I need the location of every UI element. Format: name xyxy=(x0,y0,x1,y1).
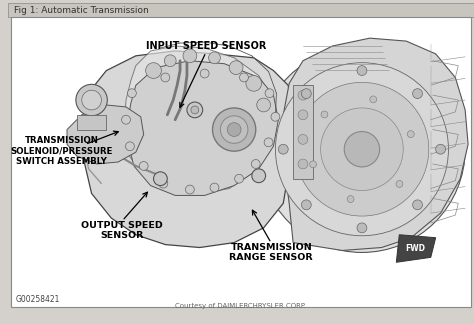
Text: TRANSMISSION
RANGE SENSOR: TRANSMISSION RANGE SENSOR xyxy=(229,243,313,262)
Polygon shape xyxy=(77,115,106,130)
Circle shape xyxy=(82,90,101,110)
Circle shape xyxy=(271,112,280,121)
Circle shape xyxy=(257,98,271,112)
Circle shape xyxy=(251,159,260,168)
Circle shape xyxy=(220,116,248,143)
Circle shape xyxy=(227,123,241,136)
Polygon shape xyxy=(67,105,144,164)
Circle shape xyxy=(370,96,377,103)
Circle shape xyxy=(187,102,203,118)
Circle shape xyxy=(210,183,219,192)
Circle shape xyxy=(183,49,197,63)
Circle shape xyxy=(126,142,134,151)
Circle shape xyxy=(396,180,403,187)
Circle shape xyxy=(76,84,107,116)
Polygon shape xyxy=(396,235,436,262)
Circle shape xyxy=(436,144,446,154)
Circle shape xyxy=(301,200,311,210)
Circle shape xyxy=(310,161,317,168)
Circle shape xyxy=(298,159,308,169)
Circle shape xyxy=(246,75,262,91)
Circle shape xyxy=(159,179,168,188)
Circle shape xyxy=(252,169,265,183)
Text: INPUT SPEED SENSOR: INPUT SPEED SENSOR xyxy=(146,41,266,51)
Circle shape xyxy=(259,46,465,252)
Text: Fig 1: Automatic Transmission: Fig 1: Automatic Transmission xyxy=(14,6,149,15)
Circle shape xyxy=(121,115,130,124)
Polygon shape xyxy=(128,61,278,195)
Circle shape xyxy=(212,108,256,151)
Circle shape xyxy=(164,55,176,67)
Circle shape xyxy=(407,131,414,138)
Circle shape xyxy=(298,134,308,144)
Circle shape xyxy=(321,111,328,118)
Circle shape xyxy=(320,108,403,191)
Circle shape xyxy=(344,132,380,167)
Circle shape xyxy=(209,52,220,64)
Circle shape xyxy=(200,69,209,78)
Polygon shape xyxy=(124,46,273,193)
Bar xyxy=(8,3,474,17)
Circle shape xyxy=(275,63,448,236)
Circle shape xyxy=(301,89,311,98)
Circle shape xyxy=(357,66,367,75)
Polygon shape xyxy=(82,51,293,248)
Text: TRANSMISSION
SOLENOID/PRESSURE
SWITCH ASSEMBLY: TRANSMISSION SOLENOID/PRESSURE SWITCH AS… xyxy=(10,136,113,166)
Text: G00258421: G00258421 xyxy=(16,295,60,304)
Circle shape xyxy=(264,138,273,147)
Circle shape xyxy=(229,61,243,75)
Circle shape xyxy=(413,89,422,98)
Circle shape xyxy=(139,161,148,170)
Circle shape xyxy=(239,73,248,82)
Circle shape xyxy=(278,144,288,154)
Circle shape xyxy=(154,172,167,186)
Circle shape xyxy=(161,73,170,82)
Circle shape xyxy=(185,185,194,194)
Circle shape xyxy=(128,89,137,98)
Circle shape xyxy=(347,196,354,202)
Circle shape xyxy=(357,223,367,233)
Circle shape xyxy=(413,200,422,210)
Circle shape xyxy=(191,106,199,114)
Circle shape xyxy=(146,63,161,78)
Circle shape xyxy=(298,110,308,120)
Text: FWD: FWD xyxy=(405,244,425,253)
Text: Courtesy of DAIMLERCHRYSLER CORP.: Courtesy of DAIMLERCHRYSLER CORP. xyxy=(175,303,307,308)
Circle shape xyxy=(265,89,274,98)
Polygon shape xyxy=(293,85,313,179)
Circle shape xyxy=(295,82,429,216)
Polygon shape xyxy=(283,38,468,250)
Circle shape xyxy=(235,174,244,183)
Text: OUTPUT SPEED
SENSOR: OUTPUT SPEED SENSOR xyxy=(82,221,163,240)
Circle shape xyxy=(298,90,308,100)
